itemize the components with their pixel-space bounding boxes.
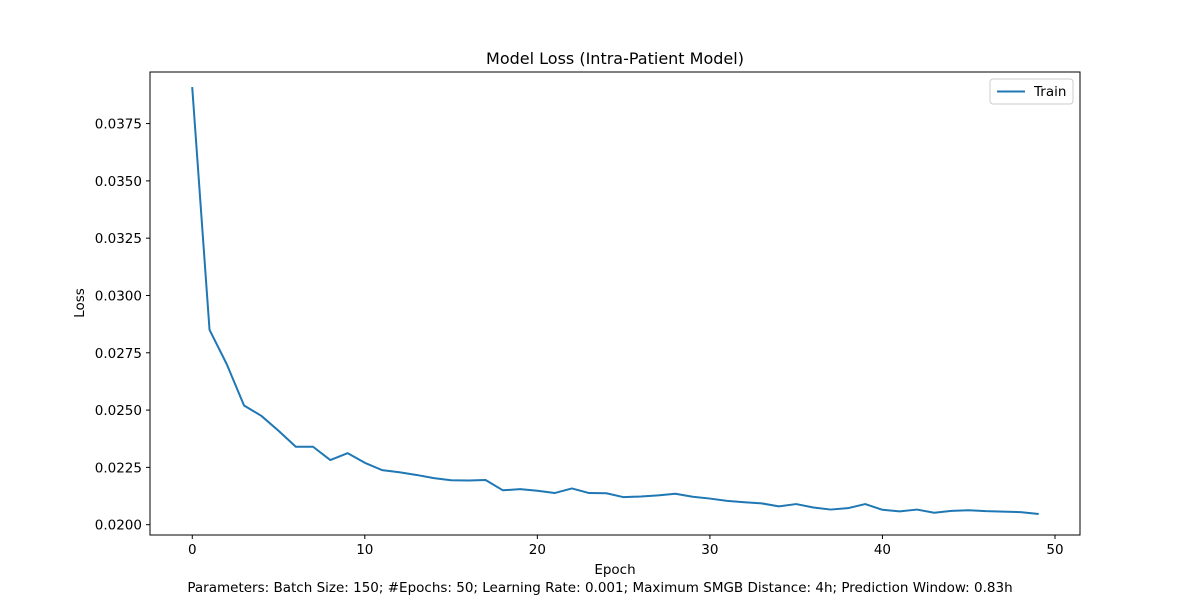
series-line-train xyxy=(191,86,1039,516)
y-tick-label: 0.0225 xyxy=(95,460,142,476)
y-tick-label: 0.0250 xyxy=(95,403,142,419)
plot-area: 0 10 20 30 40 50 0.0200 0.0225 0.0250 0.0275 0.030… xyxy=(95,86,1064,558)
legend-label-train: Train xyxy=(1033,84,1066,100)
x-tick-label: 50 xyxy=(1046,542,1063,558)
x-axis-title: Epoch xyxy=(594,562,635,578)
y-tick-label: 0.0300 xyxy=(95,288,142,304)
chart-title: Model Loss (Intra-Patient Model) xyxy=(486,49,744,68)
legend-box xyxy=(989,78,1074,105)
y-tick-label: 0.0350 xyxy=(95,174,142,190)
y-tick-label: 0.0200 xyxy=(95,518,142,534)
x-tick-label: 30 xyxy=(701,542,718,558)
x-tick-label: 10 xyxy=(356,542,373,558)
y-tick-label: 0.0275 xyxy=(95,346,142,362)
y-axis-title: Loss xyxy=(72,288,88,318)
x-tick-label: 0 xyxy=(188,542,197,558)
x-tick-label: 20 xyxy=(529,542,546,558)
parameters-caption: Parameters: Batch Size: 150; #Epochs: 50… xyxy=(187,580,1013,596)
x-tick-label: 40 xyxy=(874,542,891,558)
y-tick-label: 0.0375 xyxy=(95,117,142,133)
y-tick-label: 0.0325 xyxy=(95,231,142,247)
plot-frame xyxy=(149,71,1081,536)
legend: Train xyxy=(989,78,1074,105)
